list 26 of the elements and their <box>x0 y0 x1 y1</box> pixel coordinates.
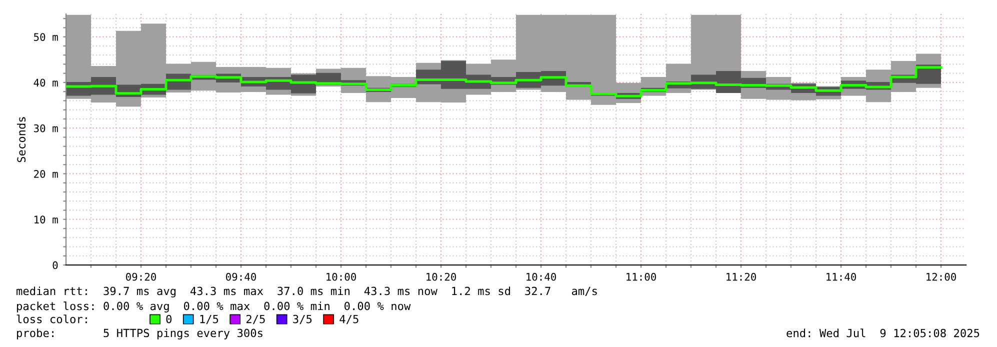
y-tick-label: 50 m <box>34 33 58 41</box>
y-tick-label: 0 <box>52 261 58 270</box>
y-axis-title: Seconds <box>16 117 26 162</box>
legend-title: loss color: <box>16 314 87 324</box>
text: probe: 5 HTTPS pings every 300s <box>17 328 262 340</box>
legend-label: 2/5 <box>246 314 265 324</box>
legend-label: 0 <box>166 314 172 324</box>
x-tick-label: 11:00 <box>626 272 656 281</box>
x-tick-label: 11:20 <box>726 272 756 281</box>
legend-label: 1/5 <box>200 314 218 324</box>
x-tick-label: 10:40 <box>526 272 556 281</box>
y-tick-label: 30 m <box>34 124 58 132</box>
x-tick-label: 09:20 <box>126 272 156 281</box>
text: end: Wed Jul 9 12:05:08 2025 <box>786 328 980 338</box>
x-tick-label: 11:40 <box>826 272 856 281</box>
y-tick-label: 10 m <box>34 216 58 224</box>
x-tick-label: 10:00 <box>326 272 356 281</box>
y-tick-label: 40 m <box>34 78 58 87</box>
x-tick-label: 10:20 <box>426 272 456 281</box>
legend-label: 3/5 <box>293 314 312 324</box>
text: median rtt: 39.7 ms avg 43.3 ms max 37.0 ms min 43.3 ms now 1.2 ms sd 32.7 am/s <box>16 286 597 298</box>
text: packet loss: 0.00 % avg 0.00 % max 0.00 % min 0.00 % now <box>17 302 411 312</box>
y-tick-label: 20 m <box>34 170 58 178</box>
legend-label: 4/5 <box>340 314 358 324</box>
x-tick-label: 12:00 <box>926 272 956 281</box>
x-tick-label: 09:40 <box>226 272 256 281</box>
